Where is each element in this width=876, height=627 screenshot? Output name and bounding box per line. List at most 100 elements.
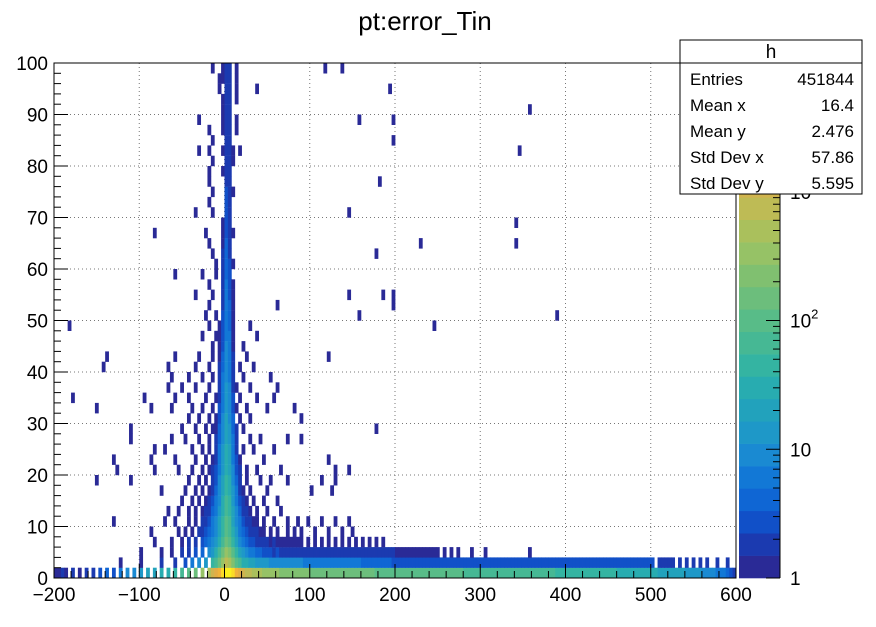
heatmap-cell (224, 279, 229, 290)
heatmap-cell (190, 464, 195, 476)
heatmap-cell (521, 567, 525, 579)
heatmap-cell (221, 166, 225, 177)
heatmap-cell (221, 248, 225, 259)
heatmap-cell (289, 557, 294, 568)
heatmap-cell (299, 526, 304, 537)
heatmap-cell (292, 402, 297, 414)
heatmap-cell (214, 258, 219, 270)
heatmap-cell (521, 557, 525, 568)
heatmap-cell (227, 238, 232, 249)
heatmap-cell (132, 567, 137, 579)
heatmap-cell (217, 516, 222, 527)
heatmap-cell (255, 567, 259, 579)
y-tick-label: 100 (16, 54, 48, 75)
heatmap-cell (227, 372, 232, 383)
heatmap-cell (180, 382, 184, 393)
heatmap-cell (207, 196, 212, 208)
heatmap-cell (214, 567, 219, 579)
heatmap-cell (432, 567, 437, 579)
heatmap-cell (231, 557, 236, 568)
heatmap-cell (227, 289, 232, 301)
heatmap-cell (214, 485, 219, 496)
heatmap-cell (204, 423, 208, 434)
heatmap-cell (633, 557, 638, 568)
heatmap-cell (282, 547, 287, 558)
heatmap-cell (207, 444, 212, 455)
heatmap-cell (173, 269, 178, 280)
heatmap-cell (415, 557, 420, 568)
heatmap-cell (241, 547, 246, 558)
heatmap-cell (71, 392, 75, 404)
heatmap-cell (227, 299, 232, 311)
heatmap-cell (244, 536, 249, 548)
heatmap-cell (224, 495, 229, 507)
heatmap-cell (671, 557, 676, 568)
heatmap-cell (224, 176, 229, 187)
heatmap-cell (227, 166, 232, 177)
heatmap-cell (221, 495, 225, 507)
heatmap-cell (217, 392, 222, 404)
heatmap-cell (340, 557, 345, 568)
heatmap-cell (221, 547, 225, 558)
heatmap-cell (214, 464, 219, 476)
x-tick-label: −100 (118, 585, 161, 606)
heatmap-cell (691, 557, 696, 568)
heatmap-cell (371, 557, 375, 568)
heatmap-cell (234, 526, 239, 537)
heatmap-cell (326, 454, 331, 465)
heatmap-cell (221, 330, 225, 342)
heatmap-cell (210, 547, 215, 558)
heatmap-cell (217, 351, 222, 362)
heatmap-cell (667, 557, 672, 568)
heatmap-cell (221, 505, 225, 517)
heatmap-cell (500, 557, 505, 568)
heatmap-cell (255, 557, 259, 568)
heatmap-cell (217, 444, 222, 455)
heatmap-cell (545, 557, 549, 568)
heatmap-cell (408, 547, 413, 558)
heatmap-cell (214, 526, 219, 537)
heatmap-cell (279, 557, 283, 568)
heatmap-cell (183, 526, 188, 537)
heatmap-cell (463, 557, 468, 568)
stats-row-label: Entries (690, 70, 743, 89)
heatmap-cell (217, 475, 222, 486)
heatmap-cell (193, 505, 198, 517)
stats-box[interactable]: h Entries 451844 Mean x 16.4 Mean y 2.476 Std … (679, 39, 863, 195)
heatmap-cell (224, 505, 229, 517)
heatmap-cell (476, 557, 481, 568)
color-scale-swatch (739, 286, 780, 310)
heatmap-cell (337, 547, 341, 558)
heatmap-cell (609, 557, 614, 568)
heatmap-cell (258, 557, 263, 568)
heatmap-cell (442, 557, 447, 568)
heatmap-cell (221, 454, 225, 465)
heatmap-cell (227, 258, 232, 270)
heatmap-cell (660, 567, 665, 579)
heatmap-cell (224, 166, 229, 177)
stats-row-label: Std Dev x (690, 148, 764, 167)
heatmap-cell (214, 423, 219, 434)
stats-box-frame (679, 39, 863, 195)
heatmap-cell (204, 495, 208, 507)
heatmap-cell (241, 372, 246, 383)
heatmap-cell (268, 557, 273, 568)
heatmap-cell (217, 567, 222, 579)
heatmap-cell (217, 495, 222, 507)
heatmap-cell (422, 547, 427, 558)
heatmap-cell (217, 464, 222, 476)
heatmap-cell (480, 567, 485, 579)
heatmap-cell (207, 361, 212, 373)
heatmap-cell (296, 567, 300, 579)
heatmap-cell (374, 248, 379, 259)
heatmap-cell (514, 238, 519, 249)
heatmap-cell (596, 567, 600, 579)
heatmap-cell (531, 567, 536, 579)
heatmap-cell (330, 485, 335, 496)
heatmap-cells (54, 63, 737, 579)
heatmap-cell (408, 567, 413, 579)
heatmap-cell (251, 536, 256, 548)
heatmap-cell (200, 505, 205, 517)
stats-histogram-name: h (766, 42, 777, 63)
heatmap-cell (251, 547, 256, 558)
